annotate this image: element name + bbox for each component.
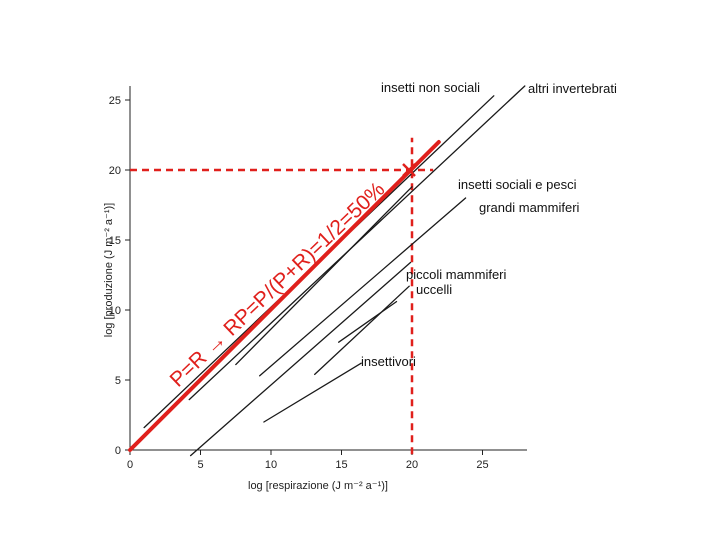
series-label-piccoli-mammiferi: piccoli mammiferi [406, 267, 507, 282]
y-tick-label: 20 [109, 165, 121, 177]
y-tick-label: 0 [115, 445, 121, 457]
y-axis-title: log [produzione (J m⁻² a⁻¹)] [103, 203, 115, 338]
x-tick-label: 15 [335, 459, 347, 471]
y-tick-label: 10 [109, 305, 121, 317]
series-label-uccelli: uccelli [416, 282, 452, 297]
x-tick-label: 25 [476, 459, 488, 471]
x-tick-label: 0 [127, 459, 133, 471]
x-tick-label: 10 [265, 459, 277, 471]
series-label-altri-invertebrati: altri invertebrati [528, 81, 617, 96]
intersection-marker [402, 163, 416, 177]
series-label-insetti-non-sociali: insetti non sociali [381, 80, 480, 95]
series-line-insettivori [263, 362, 362, 423]
series-label-insetti-sociali-e-pesci: insetti sociali e pesci [458, 177, 577, 192]
series-line-uccelli [314, 285, 410, 376]
series-lines [128, 85, 526, 457]
series-label-insettivori: insettivori [361, 354, 416, 369]
series-line-insetti-sociali-e-pesci [235, 186, 413, 366]
x-tick-label: 20 [406, 459, 418, 471]
series-line-grandi-mammiferi [259, 197, 467, 377]
series-labels: insetti non sociali altri invertebrati i… [361, 80, 617, 369]
y-tick-label: 25 [109, 95, 121, 107]
y-ticks: 0 5 10 15 20 25 [109, 95, 130, 457]
x-ticks: 0 5 10 15 20 25 [127, 450, 489, 471]
y-tick-label: 15 [109, 235, 121, 247]
annotation-p-equals-r: P=R → RP=P/(P+R)=1/2=50% [166, 178, 390, 392]
series-line-piccoli-mammiferi [189, 261, 412, 457]
x-axis-title: log [respirazione (J m⁻² a⁻¹)] [248, 480, 388, 492]
series-label-grandi-mammiferi: grandi mammiferi [479, 200, 580, 215]
series-line-p-r [128, 140, 441, 452]
series-line-insettivori [338, 300, 398, 343]
x-tick-label: 5 [197, 459, 203, 471]
reference-lines [130, 137, 434, 455]
y-tick-label: 5 [115, 375, 121, 387]
